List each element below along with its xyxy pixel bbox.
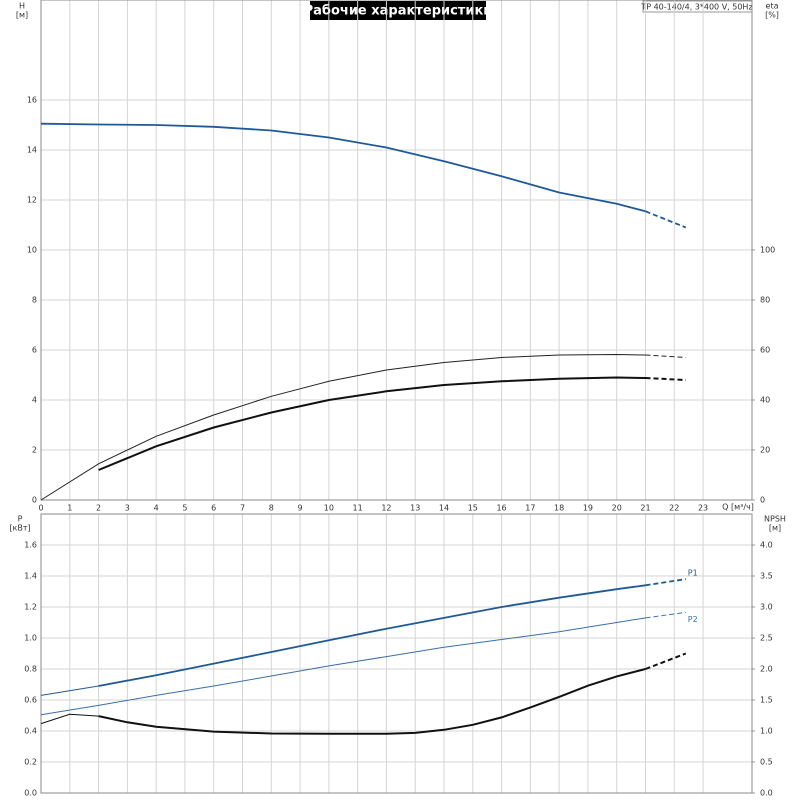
x-tick-label: 3 xyxy=(125,504,130,513)
x-tick-label: 17 xyxy=(525,504,535,513)
plot-frame xyxy=(40,0,753,501)
x-tick-label: 19 xyxy=(583,504,593,513)
y2-tick-label: 60 xyxy=(760,346,770,355)
x-tick-label: 9 xyxy=(298,504,303,513)
x-tick-label: 10 xyxy=(324,504,334,513)
y2-tick-label: 4.0 xyxy=(760,541,773,550)
curve xyxy=(645,652,687,670)
x-tick-label: 16 xyxy=(496,504,506,513)
x-tick-label: 23 xyxy=(698,504,708,513)
curve xyxy=(645,210,687,229)
y-tick-label: 4 xyxy=(32,396,37,405)
y2-tick-label: 20 xyxy=(760,446,770,455)
y2-tick-label: 2.0 xyxy=(760,665,773,674)
x-tick-label: 2 xyxy=(96,504,101,513)
title-box xyxy=(310,1,486,20)
y2-label: NPSH xyxy=(764,515,786,524)
y2-tick-label: 0 xyxy=(760,496,765,505)
y-tick-label: 0 xyxy=(32,496,37,505)
y-unit: [м] xyxy=(16,11,28,20)
x-tick-label: 11 xyxy=(353,504,363,513)
y-tick-label: 1.2 xyxy=(24,603,37,612)
x-tick-label: 8 xyxy=(269,504,274,513)
y2-label: eta xyxy=(766,2,779,11)
y-tick-label: 16 xyxy=(27,96,37,105)
curve xyxy=(98,376,646,471)
y2-tick-label: 3.5 xyxy=(760,572,773,581)
x-tick-label: 5 xyxy=(182,504,187,513)
y2-tick-label: 1.0 xyxy=(760,727,773,736)
y-tick-label: 12 xyxy=(27,196,37,205)
curve xyxy=(40,617,646,716)
x-tick-label: 6 xyxy=(211,504,216,513)
series-label: P1 xyxy=(688,569,698,578)
y-tick-label: 8 xyxy=(32,296,37,305)
curve xyxy=(40,122,646,213)
series-label: P2 xyxy=(688,615,698,624)
y-tick-label: 1.4 xyxy=(24,572,37,581)
y2-tick-label: 80 xyxy=(760,296,770,305)
x-tick-label: 13 xyxy=(410,504,420,513)
x-tick-label: 0 xyxy=(38,504,43,513)
y-tick-label: 1.0 xyxy=(24,634,37,643)
curve xyxy=(645,578,686,587)
x-tick-label: 7 xyxy=(240,504,245,513)
plot-frame xyxy=(40,513,753,794)
y-tick-label: 14 xyxy=(27,146,37,155)
x-tick-label: 12 xyxy=(381,504,391,513)
x-tick-label: 14 xyxy=(439,504,449,513)
curve xyxy=(40,713,99,725)
y-tick-label: 0.0 xyxy=(24,789,37,798)
y-tick-label: 0.8 xyxy=(24,665,37,674)
y-tick-label: 0.2 xyxy=(24,758,37,767)
y2-unit: [%] xyxy=(765,11,779,20)
y-tick-label: 2 xyxy=(32,446,37,455)
x-tick-label: 4 xyxy=(154,504,159,513)
curve xyxy=(98,584,646,687)
curve xyxy=(40,353,646,501)
x-tick-label: 20 xyxy=(612,504,622,513)
curve xyxy=(645,377,686,381)
y-tick-label: 0.4 xyxy=(24,727,37,736)
x-tick-label: 21 xyxy=(640,504,650,513)
y2-tick-label: 3.0 xyxy=(760,603,773,612)
x-tick-label: 22 xyxy=(669,504,679,513)
y2-unit: [м] xyxy=(769,524,781,533)
y2-tick-label: 0.0 xyxy=(760,789,773,798)
y-tick-label: 0.6 xyxy=(24,696,37,705)
y2-tick-label: 0.5 xyxy=(760,758,773,767)
curve xyxy=(645,611,686,619)
x-tick-label: 15 xyxy=(468,504,478,513)
y-tick-label: 6 xyxy=(32,346,37,355)
y-unit: [кВт] xyxy=(9,524,30,533)
y2-tick-label: 100 xyxy=(760,246,775,255)
y-label: P xyxy=(18,515,23,524)
chart-title: Рабочие характеристики xyxy=(304,4,493,19)
curve xyxy=(98,668,646,735)
y2-tick-label: 40 xyxy=(760,396,770,405)
curve xyxy=(645,354,686,358)
x-label: Q [м³/ч] xyxy=(722,503,754,512)
curve xyxy=(40,685,99,696)
y-tick-label: 10 xyxy=(27,246,37,255)
y2-tick-label: 2.5 xyxy=(760,634,773,643)
y-label: H xyxy=(19,2,25,11)
y-tick-label: 1.6 xyxy=(24,541,37,550)
subtitle: TP 40-140/4, 3*400 V, 50Hz xyxy=(640,3,752,12)
x-tick-label: 1 xyxy=(67,504,72,513)
x-tick-label: 18 xyxy=(554,504,564,513)
y2-tick-label: 1.5 xyxy=(760,696,773,705)
